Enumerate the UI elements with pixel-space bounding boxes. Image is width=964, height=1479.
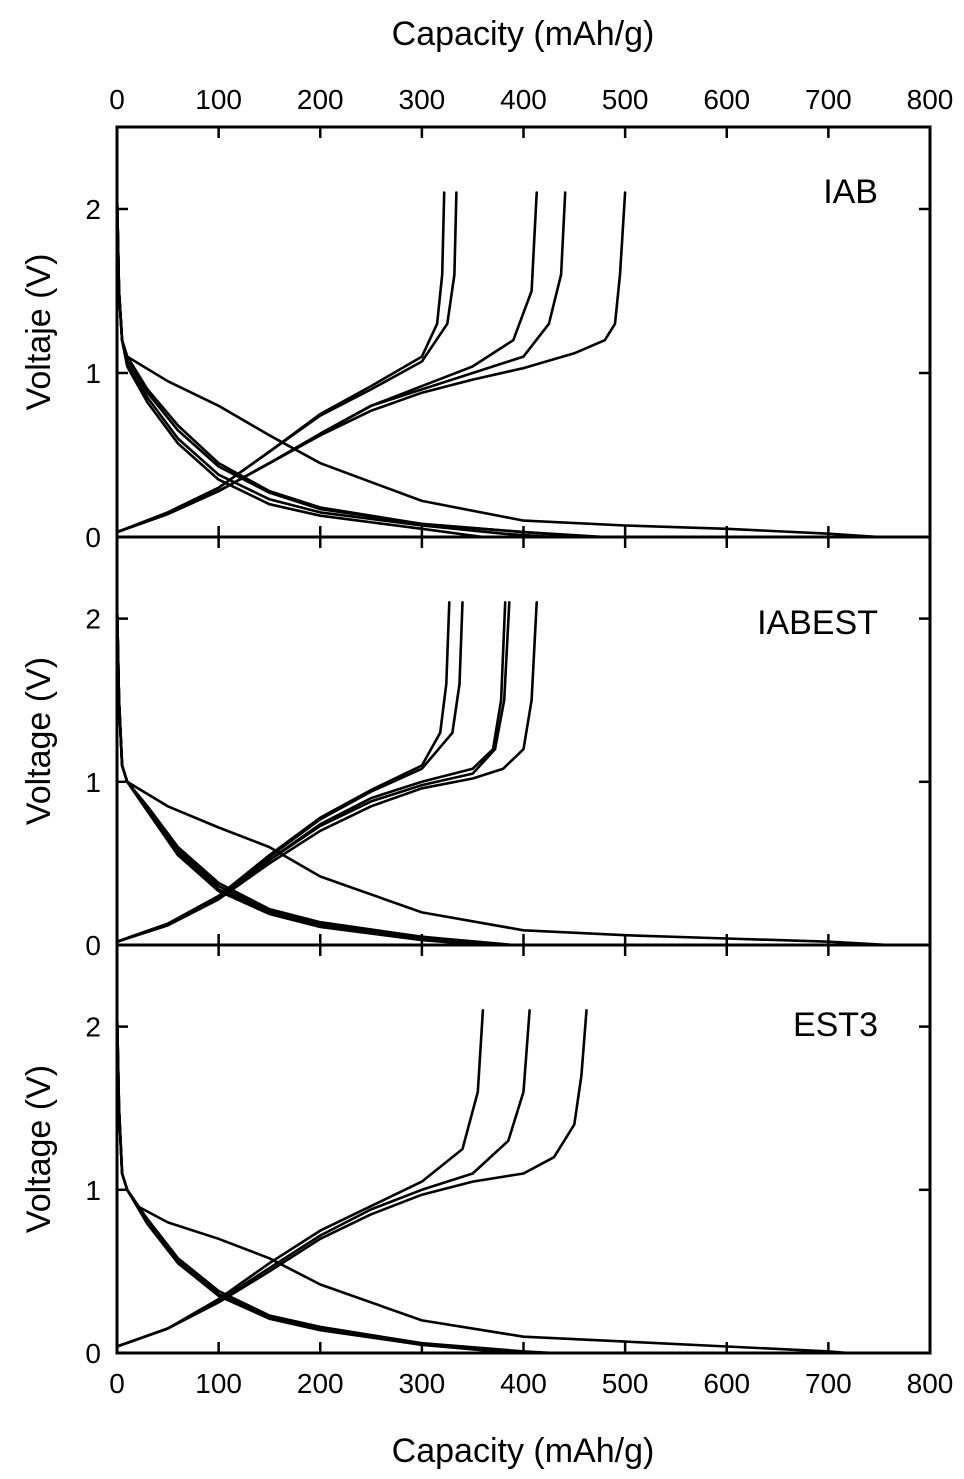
x-tick-label-top: 100 <box>195 84 242 115</box>
y-tick-label: 2 <box>85 194 101 225</box>
x-tick-label-bottom: 800 <box>907 1368 954 1399</box>
panel-iab: 0 1 2 0 100 200 300 400 500 600 700 800 Voltaje (V) I… <box>20 84 953 553</box>
x-tick-label-top: 600 <box>703 84 750 115</box>
series-line-9 <box>115 601 511 943</box>
y-tick-label: 1 <box>85 1175 101 1206</box>
panel-est3: 0 1 2 0 100 200 300 400 500 600 700 800 Voltage (V) E… <box>20 943 954 1399</box>
y-axis-title: Voltaje (V) <box>20 254 58 411</box>
series-line-10 <box>115 601 538 943</box>
series-line-5 <box>115 191 485 539</box>
panel-label: IABEST <box>757 604 878 642</box>
x-tick-label-bottom: 500 <box>602 1368 649 1399</box>
x-tick-label-top: 300 <box>399 84 446 115</box>
x-tick-label-bottom: 300 <box>399 1368 446 1399</box>
x-tick-label-bottom: 200 <box>297 1368 344 1399</box>
x-tick-label-top: 800 <box>907 84 954 115</box>
y-tick-label: 2 <box>85 1012 101 1043</box>
panel-iabest: 0 1 2 Voltage (V) IABEST <box>20 535 932 961</box>
x-tick-label-top: 500 <box>602 84 649 115</box>
panel-label: EST3 <box>793 1006 878 1044</box>
x-tick-label-bottom: 700 <box>805 1368 852 1399</box>
x-tick-label-bottom: 400 <box>500 1368 547 1399</box>
x-tick-label-bottom: 100 <box>195 1368 242 1399</box>
y-axis-title: Voltage (V) <box>20 1065 58 1233</box>
y-tick-label: 2 <box>85 604 101 635</box>
top-x-axis-title: Capacity (mAh/g) <box>392 15 655 53</box>
y-axis-title: Voltage (V) <box>20 657 58 825</box>
series-line-7 <box>115 191 458 534</box>
series-line-4 <box>115 1009 515 1355</box>
y-tick-label: 0 <box>85 522 101 553</box>
y-tick-label: 1 <box>85 767 101 798</box>
series-line-7 <box>115 1009 588 1348</box>
y-tick-label: 1 <box>85 358 101 389</box>
y-tick-label: 0 <box>85 1338 101 1369</box>
bottom-x-axis-title: Capacity (mAh/g) <box>392 1432 655 1470</box>
x-tick-label-bottom: 0 <box>109 1368 125 1399</box>
x-tick-label-top: 400 <box>500 84 547 115</box>
series-line-5 <box>115 601 485 947</box>
series-line-10 <box>115 191 627 534</box>
x-tick-label-top: 200 <box>297 84 344 115</box>
x-tick-label-top: 0 <box>109 84 125 115</box>
x-tick-label-bottom: 600 <box>703 1368 750 1399</box>
y-tick-label: 0 <box>85 930 101 961</box>
x-tick-label-top: 700 <box>805 84 852 115</box>
panel-label: IAB <box>823 173 878 211</box>
